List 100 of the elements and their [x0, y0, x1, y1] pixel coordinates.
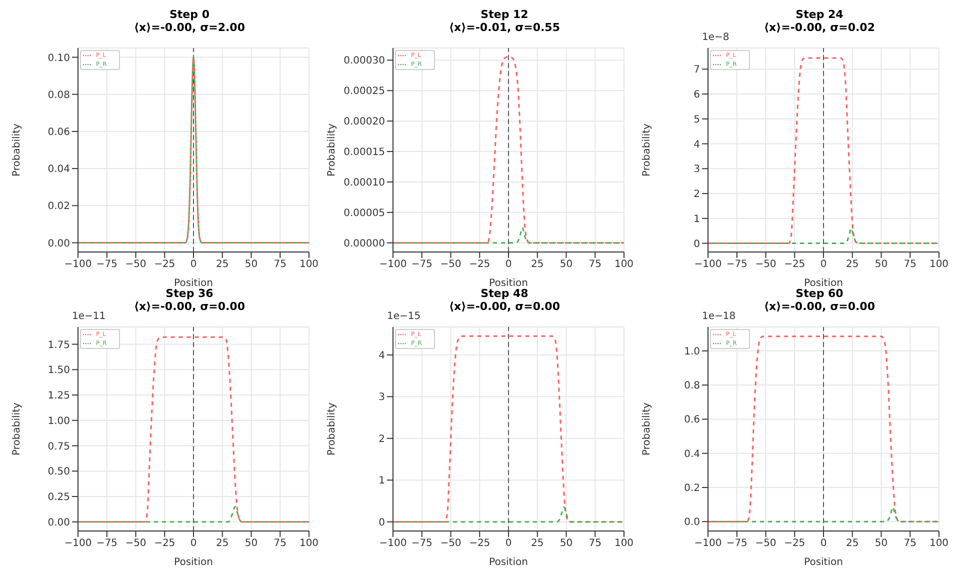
y-tick-label: 0.00010 — [344, 178, 385, 189]
x-tick-label: −25 — [784, 259, 806, 270]
x-tick-label: 100 — [614, 538, 634, 550]
x-axis-title: Position — [174, 557, 213, 568]
y-tick-label: 0.6 — [684, 414, 700, 426]
y-tick-label: 2 — [694, 189, 700, 200]
x-axis-title: Position — [174, 278, 213, 289]
chart-title: Step 0 — [168, 8, 210, 21]
x-tick-label: −25 — [154, 259, 176, 270]
y-tick-label: 5 — [694, 114, 700, 126]
y-tick-label: 0.00 — [48, 517, 70, 528]
x-tick-label: 50 — [560, 259, 573, 270]
chart-subtitle: ⟨x⟩=-0.00, σ=0.02 — [764, 21, 875, 34]
y-tick-label: 4 — [378, 350, 385, 362]
chart-title: Step 12 — [480, 8, 530, 21]
line-series — [78, 336, 309, 523]
y-tick-label: 6 — [694, 90, 700, 101]
text: 1e−11 — [72, 311, 106, 322]
y-tick-label: 0 — [378, 517, 385, 528]
chart-subtitle: ⟨x⟩=-0.00, σ=0.00 — [448, 300, 560, 313]
y-axis-title: Probability — [326, 123, 338, 176]
chart-subtitle: ⟨x⟩=-0.00, σ=2.00 — [132, 21, 246, 34]
x-tick-label: 0 — [190, 259, 197, 270]
chart-title: Step 60 — [794, 287, 844, 300]
x-tick-label: 25 — [846, 538, 859, 550]
y-tick-label: 0.08 — [48, 90, 70, 101]
x-tick-label: 75 — [588, 259, 602, 270]
x-tick-label: 25 — [531, 538, 544, 550]
y-tick-label: 0.06 — [48, 127, 70, 138]
line-series — [708, 336, 939, 522]
x-tick-label: 100 — [299, 259, 319, 270]
chart-title: Step 24 — [794, 8, 844, 21]
y-tick-label: 1.25 — [48, 390, 70, 402]
x-tick-label: −100 — [694, 538, 722, 550]
y-tick-label: 0.0 — [684, 517, 700, 528]
x-tick-label: −100 — [379, 259, 407, 270]
x-tick-label: −75 — [96, 538, 118, 550]
x-axis-title: Position — [804, 278, 843, 289]
x-tick-label: 100 — [299, 538, 319, 550]
y-axis-title: Probability — [642, 123, 653, 176]
y-tick-label: 0.00025 — [344, 86, 385, 98]
x-tick-label: 75 — [904, 259, 916, 270]
y-axis-title: Probability — [642, 402, 653, 456]
y-axis-title: Probability — [326, 402, 338, 456]
x-tick-label: −75 — [96, 259, 118, 270]
y-tick-label: 3 — [694, 164, 700, 176]
x-tick-label: −50 — [125, 538, 146, 550]
x-axis-title: Position — [489, 557, 528, 568]
x-tick-label: −100 — [64, 259, 92, 270]
y-tick-label: 1.0 — [684, 346, 700, 358]
x-tick-label: 100 — [929, 259, 949, 270]
y-tick-label: 0.00005 — [344, 208, 385, 219]
x-axis-title: Position — [489, 278, 528, 289]
x-tick-label: −50 — [440, 259, 462, 270]
x-tick-label: −75 — [411, 538, 432, 550]
x-tick-label: 50 — [874, 538, 888, 550]
chart-subtitle: ⟨x⟩=-0.00, σ=0.00 — [134, 300, 245, 313]
chart-title: Step 48 — [480, 287, 530, 300]
x-tick-label: −100 — [64, 538, 92, 550]
y-tick-label: 0.00015 — [344, 147, 385, 158]
x-tick-label: −50 — [755, 538, 776, 550]
chart-title: Step 36 — [164, 287, 214, 300]
x-tick-label: 0 — [820, 538, 827, 550]
x-tick-label: 50 — [560, 538, 573, 550]
x-tick-label: 75 — [904, 538, 916, 550]
y-tick-label: 1 — [378, 476, 385, 487]
line-series — [708, 57, 939, 244]
x-tick-label: −50 — [440, 538, 462, 550]
y-tick-label: 0.10 — [48, 52, 70, 64]
y-tick-label: 3 — [378, 392, 385, 404]
x-tick-label: 25 — [531, 259, 544, 270]
x-axis-title: Position — [804, 557, 843, 568]
x-tick-label: −75 — [726, 259, 748, 270]
x-tick-label: −25 — [469, 538, 490, 550]
x-tick-label: 25 — [216, 259, 229, 270]
y-tick-label: 0.50 — [48, 466, 70, 478]
x-tick-label: 50 — [874, 259, 888, 270]
x-tick-label: 50 — [244, 538, 258, 550]
x-tick-label: 50 — [244, 259, 258, 270]
x-tick-label: 100 — [614, 259, 634, 270]
x-tick-label: −50 — [755, 259, 776, 270]
text: 1e−15 — [387, 311, 421, 322]
x-tick-label: −25 — [784, 538, 806, 550]
y-tick-label: 1.00 — [48, 416, 70, 427]
y-tick-label: 0.04 — [48, 164, 70, 176]
chart-subtitle: ⟨x⟩=-0.01, σ=0.55 — [448, 21, 561, 34]
x-tick-label: 0 — [820, 259, 827, 270]
x-tick-label: 75 — [588, 538, 602, 550]
y-tick-label: 0.2 — [684, 483, 700, 494]
y-axis-title: Probability — [12, 402, 23, 456]
x-tick-label: −25 — [154, 538, 176, 550]
x-tick-label: 25 — [216, 538, 229, 550]
line-series — [78, 56, 309, 244]
x-tick-label: −75 — [411, 259, 432, 270]
y-tick-label: 7 — [694, 64, 700, 76]
y-tick-label: 1.50 — [48, 365, 70, 376]
x-tick-label: 25 — [846, 259, 859, 270]
x-tick-label: −100 — [379, 538, 407, 550]
y-tick-label: 0.00 — [48, 238, 70, 250]
y-tick-label: 0.75 — [48, 441, 70, 452]
